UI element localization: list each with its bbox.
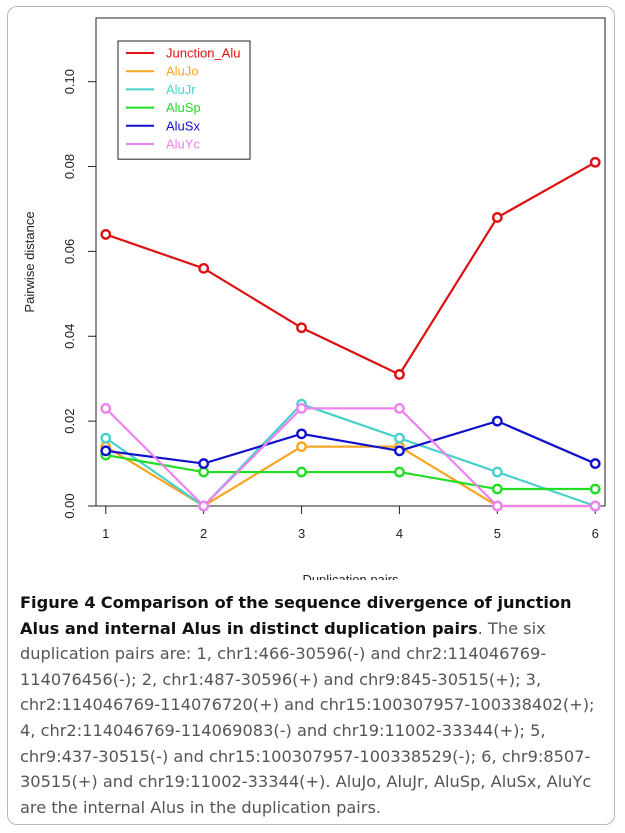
x-axis-label: Duplication pairs xyxy=(302,572,399,580)
line-chart: 1 2 3 4 5 6 0.00 0.02 0.04 0.06 0.08 0.10 Duplicatio… xyxy=(22,17,606,580)
point-alusp xyxy=(394,466,405,478)
point-aluyc xyxy=(198,500,210,512)
figure-caption-body: . The six duplication pairs are: 1, chr1… xyxy=(20,618,595,817)
y-tick-label: 0.00 xyxy=(62,493,77,518)
legend-label: AluYc xyxy=(166,137,200,152)
x-tick-label: 1 xyxy=(102,526,109,541)
point-junction-alu xyxy=(100,229,112,240)
legend-box xyxy=(117,40,251,160)
point-alusx xyxy=(296,428,307,440)
figure-frame xyxy=(7,6,615,825)
point-aluyc xyxy=(589,500,601,512)
chart-axes: 1 2 3 4 5 6 0.00 0.02 0.04 0.06 0.08 0.10 Duplicatio… xyxy=(22,17,606,580)
legend-label: AluSp xyxy=(166,100,201,115)
x-tick-label: 5 xyxy=(494,526,501,541)
point-aluyc xyxy=(296,402,307,414)
point-alusp xyxy=(589,483,601,495)
plot-box xyxy=(95,17,606,507)
legend-label: AluJr xyxy=(166,82,196,97)
x-tick-label: 4 xyxy=(396,526,403,541)
y-axis-label: Pairwise distance xyxy=(22,211,37,312)
point-alusx xyxy=(589,458,601,469)
point-alujo xyxy=(296,441,307,452)
legend-label: AluJo xyxy=(166,64,199,79)
figure-title: Comparison of the sequence divergence of… xyxy=(20,593,572,638)
y-tick-label: 0.06 xyxy=(62,239,77,264)
point-junction-alu xyxy=(198,262,210,274)
chart-legend: Junction_Alu AluJo AluJr AluSp AluSx AluYc xyxy=(117,40,251,160)
point-junction-alu xyxy=(589,156,601,168)
point-alusx xyxy=(394,445,405,457)
point-aluyc xyxy=(100,402,112,414)
y-tick-label: 0.10 xyxy=(62,69,77,94)
figure-label: Figure 4 xyxy=(20,593,96,612)
series-line-alusx xyxy=(105,419,596,465)
point-alusx xyxy=(198,458,210,469)
series-line-alusp xyxy=(105,453,596,491)
point-junction-alu xyxy=(394,369,405,380)
point-alujr xyxy=(491,466,503,478)
point-aluyc xyxy=(491,500,503,512)
point-alusp xyxy=(491,483,503,495)
y-tick-label: 0.04 xyxy=(62,324,77,349)
point-alusp xyxy=(198,466,210,478)
legend-label: AluSx xyxy=(166,118,200,133)
point-alusx xyxy=(491,415,503,427)
series-line-aluyc xyxy=(105,407,596,508)
series-points xyxy=(100,156,601,512)
series-lines xyxy=(105,161,596,508)
point-alusp xyxy=(296,466,307,478)
point-aluyc xyxy=(394,402,405,414)
point-alusx xyxy=(100,445,112,457)
point-alujr xyxy=(394,432,405,444)
x-tick-label: 6 xyxy=(592,526,599,541)
point-junction-alu xyxy=(296,322,307,334)
point-junction-alu xyxy=(491,212,503,223)
x-tick-label: 2 xyxy=(200,526,207,541)
figure-caption: Figure 4 Comparison of the sequence dive… xyxy=(20,590,610,820)
point-alujr xyxy=(100,432,112,444)
series-line-alujo xyxy=(105,445,596,508)
y-tick-label: 0.08 xyxy=(62,154,77,179)
y-tick-label: 0.02 xyxy=(62,408,77,433)
series-line-alujr xyxy=(105,402,596,508)
legend-label: Junction_Alu xyxy=(166,46,240,61)
x-tick-label: 3 xyxy=(298,526,305,541)
series-line-junction-alu xyxy=(105,161,596,376)
